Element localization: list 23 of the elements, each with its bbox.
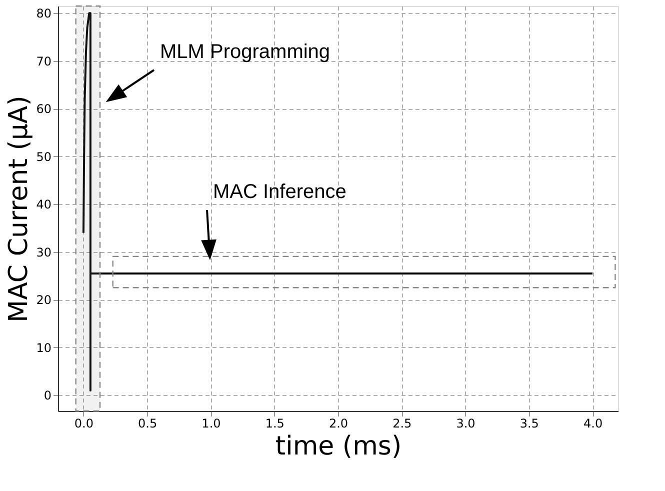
y-tick-label: 50 <box>36 150 52 164</box>
annotation: MAC Inference <box>213 181 346 203</box>
y-tick-label: 30 <box>36 245 52 260</box>
y-tick-label: 20 <box>36 293 52 308</box>
y-tick-label: 10 <box>36 340 52 355</box>
y-tick-label: 40 <box>36 198 52 212</box>
y-axis-title: MAC Current (μA) <box>4 96 34 322</box>
y-tick-label: 70 <box>36 54 52 68</box>
x-tick-label: 0.5 <box>138 416 158 430</box>
line-series <box>82 12 594 392</box>
x-tick-label: 1.0 <box>202 416 221 430</box>
y-tick-label: 0 <box>44 388 52 403</box>
x-tick-label: 2.5 <box>392 416 412 430</box>
x-tick-label: 3.0 <box>456 416 476 430</box>
x-tick-label: 2.0 <box>328 416 348 430</box>
y-tick-label: 60 <box>36 102 52 116</box>
x-axis-title: time (ms) <box>275 432 402 462</box>
x-tick-label: 0.0 <box>74 416 94 430</box>
y-tick-label: 80 <box>36 6 52 21</box>
x-tick-label: 4.0 <box>584 416 603 430</box>
x-tick-label: 1.5 <box>265 416 284 430</box>
annotation: MLM Programming <box>160 41 330 63</box>
x-tick-label: 3.5 <box>520 416 539 430</box>
